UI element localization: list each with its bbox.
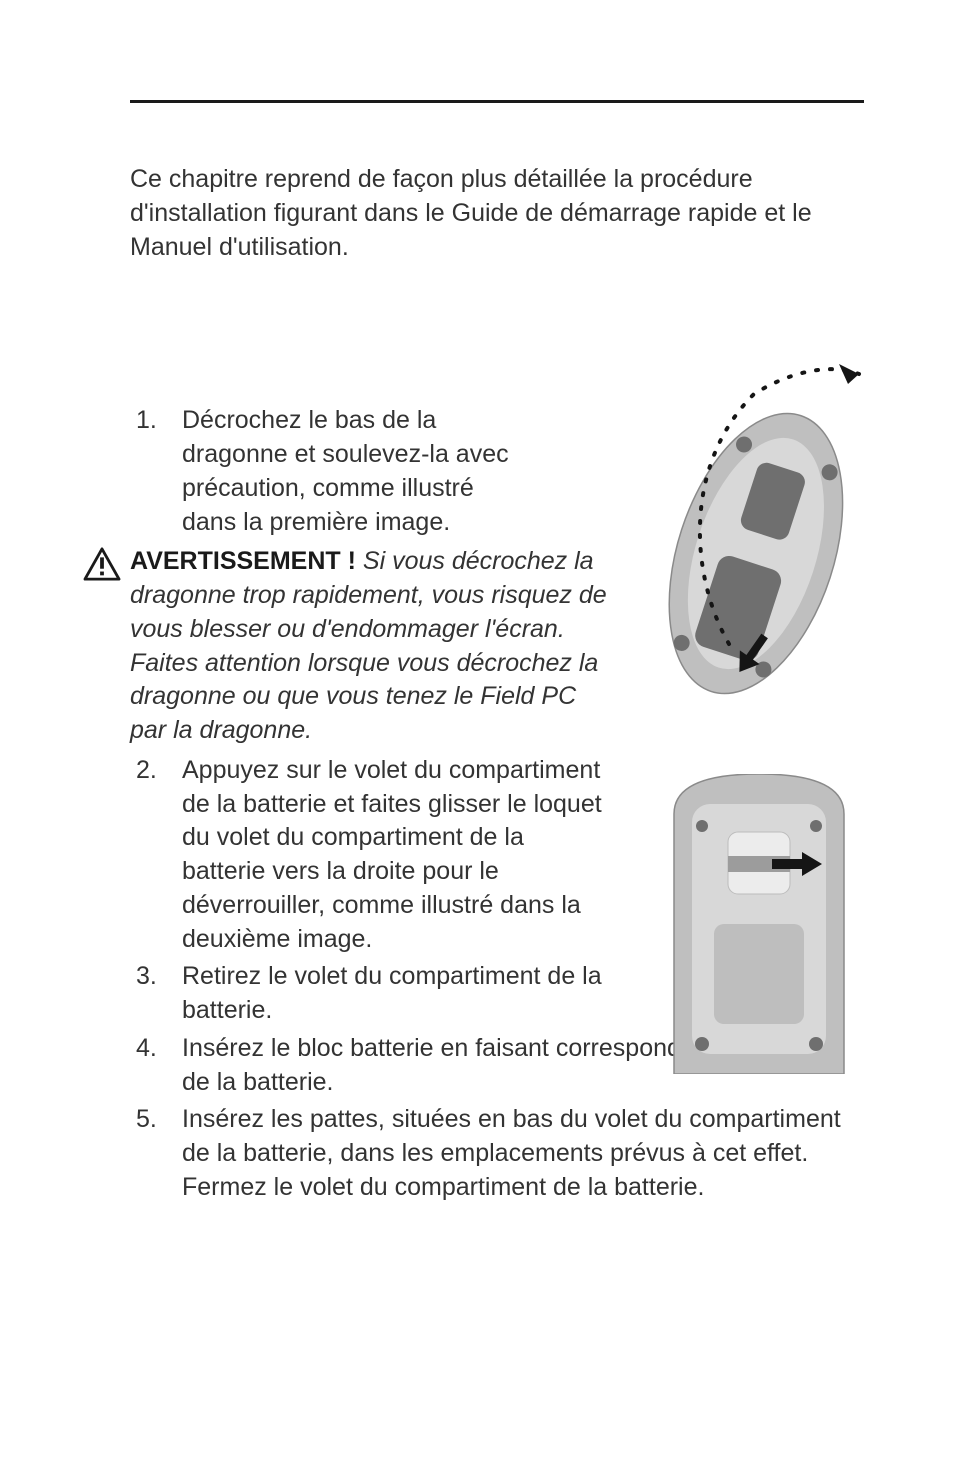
- step-1-num: 1.: [130, 404, 182, 539]
- figure-strap-unhook: [634, 354, 884, 719]
- step-5-text: Insérez les pattes, situées en bas du vo…: [182, 1103, 864, 1204]
- warning-body-text: Si vous décrochez la dragonne trop rapid…: [130, 547, 607, 744]
- top-rule: [130, 100, 864, 103]
- figure-strap-unhook-svg: [634, 354, 884, 714]
- step-5-num: 5.: [130, 1103, 182, 1204]
- step-2-num: 2.: [130, 754, 182, 957]
- figure-latch-slide-svg: [654, 774, 864, 1074]
- content-area: 1. Décrochez le bas de la dragonne et so…: [130, 404, 864, 1204]
- step-3-num: 3.: [130, 960, 182, 1028]
- intro-text: Ce chapitre reprend de façon plus détail…: [130, 163, 864, 264]
- figure-latch-slide: [654, 774, 864, 1079]
- warning-icon: [74, 545, 130, 581]
- warning-label: AVERTISSEMENT !: [130, 547, 356, 575]
- step-5: 5. Insérez les pattes, situées en bas du…: [130, 1103, 864, 1204]
- page: Ce chapitre reprend de façon plus détail…: [0, 0, 954, 1475]
- step-4-num: 4.: [130, 1032, 182, 1100]
